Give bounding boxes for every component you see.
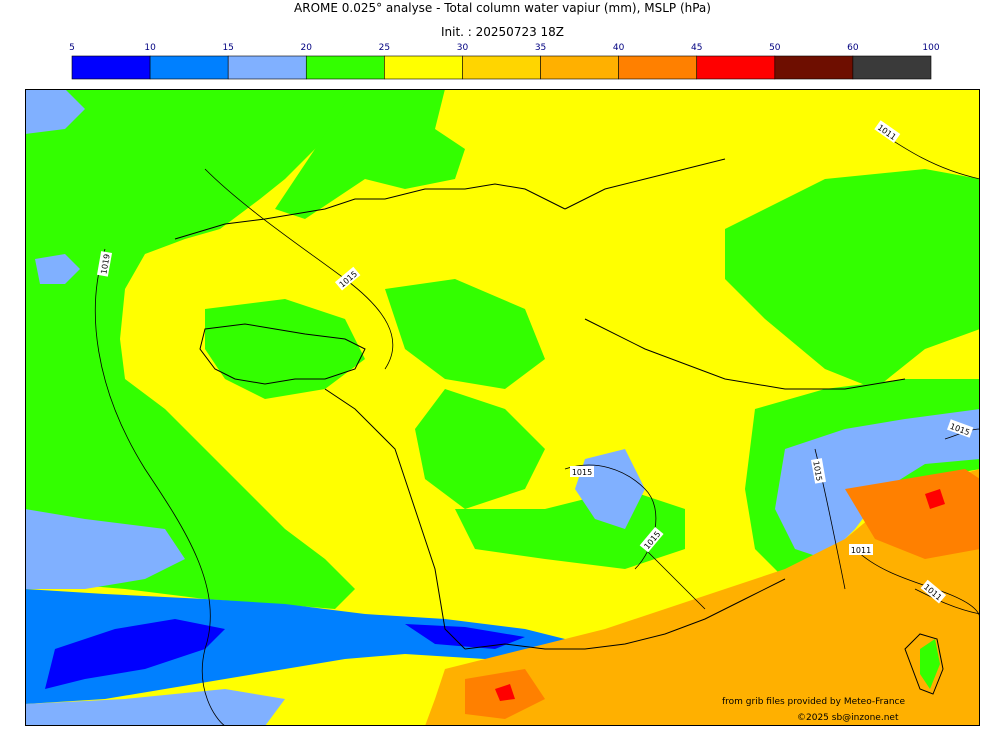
nw-lightblue xyxy=(25,89,85,134)
colorbar-legend: 5 10 15 20 25 30 35 40 45 50 60 100 xyxy=(69,43,940,80)
colorbar-swatch xyxy=(384,55,463,80)
colorbar-swatch xyxy=(540,55,619,80)
colorbar-swatch xyxy=(852,55,932,80)
southwest-lightblue xyxy=(25,509,185,589)
map-border xyxy=(25,89,980,726)
figure-title: AROME 0.025° analyse - Total column wate… xyxy=(294,1,711,15)
svg-text:1015: 1015 xyxy=(811,460,823,482)
pyrenees-deep-blue xyxy=(45,619,225,689)
colorbar-tick-label: 30 xyxy=(457,43,469,53)
germany-green xyxy=(725,169,980,389)
iberia-lightblue xyxy=(25,689,285,726)
colorbar-tick-label: 50 xyxy=(769,43,781,53)
svg-text:1011: 1011 xyxy=(851,546,871,555)
colorbar-swatch xyxy=(71,55,151,80)
isobar-label: 1015 xyxy=(570,466,594,477)
svg-text:1019: 1019 xyxy=(99,253,111,275)
colorbar-tick-label: 5 xyxy=(69,43,75,53)
coastlines xyxy=(174,158,944,695)
colorbar-tick-label: 20 xyxy=(301,43,313,53)
colorbar-swatch xyxy=(149,55,229,80)
colorbar-tick-label: 60 xyxy=(847,43,859,53)
colorbar-swatch xyxy=(305,55,385,80)
init-time: Init. : 20250723 18Z xyxy=(440,25,565,39)
pyrenees-deep-blue-east xyxy=(405,624,525,649)
atlantic-green-region xyxy=(25,89,355,609)
pyrenees-blue-band xyxy=(25,589,585,704)
west-lightblue-blob xyxy=(35,254,80,284)
colorbar-swatch xyxy=(618,55,698,80)
data-source-credit: from grib files provided by Meteo-France xyxy=(722,697,906,707)
colorbar-swatch xyxy=(696,55,776,80)
copyright-credit: ©2025 sb@inzone.net xyxy=(797,713,899,723)
isobar-label: 1019 xyxy=(97,251,113,277)
red-peak-spain xyxy=(495,684,515,701)
colorbar-swatch xyxy=(774,55,854,80)
colorbar-tick-label: 100 xyxy=(922,43,939,53)
mediterranean-orange xyxy=(425,469,980,726)
colorbar-swatch xyxy=(462,55,541,80)
red-peak-italy xyxy=(925,489,945,509)
colorbar-tick-label: 40 xyxy=(613,43,625,53)
corsica-green xyxy=(920,639,940,689)
svg-text:1015: 1015 xyxy=(572,468,592,477)
central-west-green xyxy=(385,279,545,389)
mediterranean-darker-orange xyxy=(845,469,980,559)
colorbar-swatch xyxy=(227,55,307,80)
isobar-label: 1015 xyxy=(810,458,826,484)
colorbar-tick-label: 45 xyxy=(691,43,702,53)
britain-green-region xyxy=(275,89,465,219)
colorbar-tick-label: 35 xyxy=(535,43,546,53)
colorbar-tick-label: 15 xyxy=(222,43,233,53)
isobar-label: 1011 xyxy=(849,544,873,555)
colorbar-tick-label: 10 xyxy=(144,43,156,53)
colorbar-tick-label: 25 xyxy=(379,43,390,53)
loire-green xyxy=(415,389,545,509)
